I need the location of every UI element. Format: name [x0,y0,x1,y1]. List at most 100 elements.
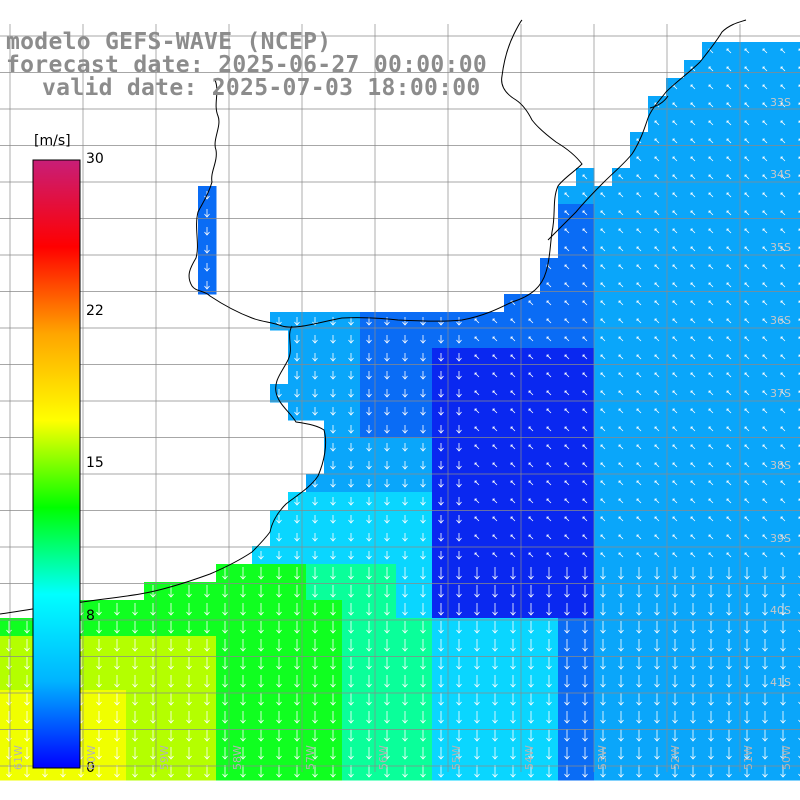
wind-arrow [744,318,750,324]
wind-arrow [636,534,642,540]
wind-arrow [366,497,372,506]
wind-arrow [726,372,732,378]
colorbar-tick-0: 0 [86,760,95,776]
wind-arrow [132,675,138,688]
wind-arrow [474,444,480,450]
wind-arrow [708,84,714,90]
wind-arrow [222,657,228,670]
wind-arrow [474,603,480,616]
wind-arrow [510,354,516,360]
wind-arrow [132,693,138,706]
wind-arrow [402,407,408,416]
wind-arrow [438,407,444,416]
wind-arrow [672,603,678,616]
wind-arrow [114,747,120,760]
wind-arrow [366,461,372,470]
wind-arrow [510,657,516,670]
wind-arrow [600,444,606,450]
wind-arrow [366,371,372,380]
wind-arrow [510,747,516,760]
wind-arrow [132,657,138,670]
wind-arrow [708,765,714,778]
wind-arrow [564,603,570,616]
wind-arrow [726,567,732,580]
wind-arrow [510,534,516,540]
wind-arrow [24,639,30,652]
wind-arrow [456,479,462,488]
wind-arrow [654,765,660,778]
wind-arrow [636,354,642,360]
wind-arrow [474,318,480,324]
wind-arrow [690,675,696,688]
wind-arrow [744,567,750,580]
wind-arrow [384,335,390,344]
wind-cell [792,474,800,493]
wind-arrow [438,353,444,362]
lat-label: 36S [770,314,791,327]
wind-arrow [492,354,498,360]
wind-arrow [276,567,282,580]
wind-arrow [528,318,534,324]
colorbar-tick-30: 30 [86,151,104,167]
wind-cell [792,708,800,727]
wind-arrow [528,747,534,760]
wind-arrow [312,389,318,398]
wind-arrow [618,765,624,778]
lat-label: 38S [770,459,791,472]
wind-arrow [708,336,714,342]
wind-cell [792,312,800,331]
wind-arrow [708,246,714,252]
wind-cell [792,438,800,457]
wind-arrow [726,84,732,90]
wind-arrow [186,711,192,724]
wind-arrow [474,462,480,468]
wind-arrow [402,533,408,542]
wind-arrow [384,567,390,580]
wind-arrow [420,371,426,380]
lat-label: 33S [770,96,791,109]
wind-arrow [672,426,678,432]
wind-arrow [582,210,588,216]
wind-arrow [726,318,732,324]
wind-arrow [258,675,264,688]
wind-arrow [276,585,282,598]
wind-arrow [456,765,462,778]
wind-arrow [636,228,642,234]
wind-arrow [744,747,750,760]
wind-arrow [438,515,444,524]
wind-arrow [402,335,408,344]
wind-arrow [132,639,138,652]
wind-arrow [600,210,606,216]
wind-arrow [384,765,390,778]
wind-arrow [798,737,800,741]
lon-label: 57W [304,745,317,770]
wind-arrow [348,461,354,470]
wind-arrow [582,585,588,598]
wind-arrow [762,765,768,778]
wind-arrow [330,621,336,634]
wind-arrow [384,443,390,452]
wind-arrow [474,765,480,778]
wind-arrow [726,390,732,396]
lon-label: 58W [231,745,244,770]
wind-arrow [672,174,678,180]
wind-arrow [744,300,750,306]
wind-cell [792,222,800,241]
wind-arrow [762,639,768,652]
wind-arrow [474,567,480,580]
wind-arrow [276,621,282,634]
wind-arrow [492,585,498,598]
wind-arrow [348,657,354,670]
wind-arrow [654,120,660,126]
wind-arrow [492,372,498,378]
wind-arrow [690,192,696,198]
wind-arrow [402,443,408,452]
wind-arrow [402,747,408,760]
wind-arrow [690,318,696,324]
wind-arrow [438,693,444,706]
wind-arrow [474,711,480,724]
wind-arrow [438,461,444,470]
wind-arrow [762,534,768,540]
wind-arrow [708,120,714,126]
wind-arrow [510,408,516,414]
